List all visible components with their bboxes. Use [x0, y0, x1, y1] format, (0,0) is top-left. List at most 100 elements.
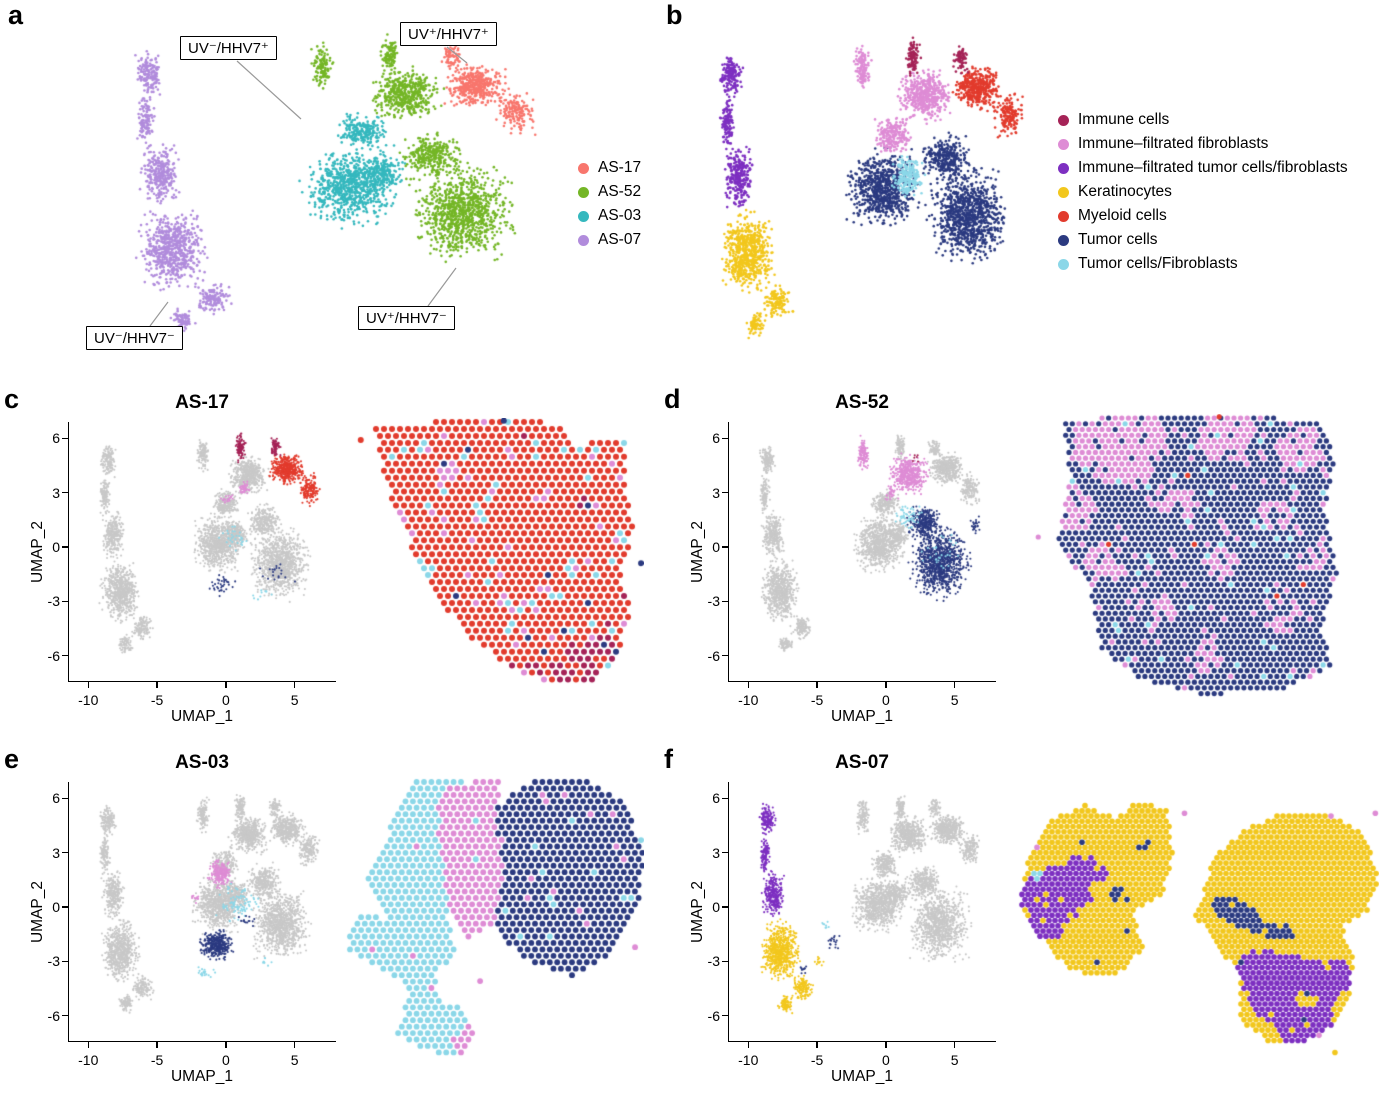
y-tick-label: 0 [712, 538, 720, 555]
legend-samples: AS-17 AS-52 AS-03 AS-07 [578, 156, 641, 252]
legend-label: AS-03 [598, 207, 642, 224]
legend-item: AS-07 [578, 228, 641, 252]
panel-d-letter: d [664, 384, 681, 414]
y-tick-label: 0 [52, 898, 60, 915]
legend-item: Tumor cells [1058, 228, 1348, 252]
y-tick [722, 906, 728, 908]
panel-a-letter: a [8, 0, 24, 30]
y-tick-label: 6 [52, 790, 60, 807]
legend-label: Tumor cells/Fibroblasts [1078, 255, 1238, 272]
legend-dot [1058, 114, 1069, 126]
x-tick-label: 5 [950, 692, 959, 708]
y-tick-label: -6 [47, 647, 60, 664]
legend-dot [578, 210, 589, 222]
y-tick-label: -3 [47, 953, 60, 970]
legend-dot [1058, 258, 1069, 270]
x-tick-label: 5 [290, 1052, 299, 1068]
panel-f-letter: f [664, 744, 673, 774]
umap-canvas-c [69, 422, 337, 682]
callout-uv-pos-hhv7-neg: UV⁺/HHV7⁻ [358, 306, 455, 330]
y-tick [62, 437, 68, 440]
x-tick [293, 682, 296, 688]
y-tick-label: 3 [52, 844, 60, 861]
x-tick-label: -10 [78, 692, 99, 708]
legend-item: Immune–filtrated tumor cells/fibroblasts [1058, 156, 1348, 180]
y-tick-label: -3 [47, 593, 60, 610]
x-tick-label: 0 [221, 692, 230, 708]
x-tick [225, 1042, 227, 1048]
panel-c-xlabel: UMAP_1 [170, 708, 234, 725]
x-tick [747, 682, 750, 688]
y-tick [62, 851, 68, 854]
legend-item: Immune–filtrated fibroblasts [1058, 132, 1348, 156]
y-tick [722, 960, 728, 963]
y-tick [62, 797, 68, 800]
legend-dot [1058, 162, 1069, 174]
y-tick [722, 851, 728, 854]
y-tick [722, 600, 728, 603]
x-tick [293, 1042, 296, 1048]
y-tick-label: 0 [712, 898, 720, 915]
y-tick-label: 6 [712, 430, 720, 447]
spatial-e [346, 778, 644, 1060]
y-tick-label: 3 [712, 844, 720, 861]
umap-plot-e: -10 -5 0 5 -6 -3 0 3 6 [48, 782, 337, 1068]
panel-e-title: AS-03 [175, 752, 229, 773]
y-tick [722, 654, 728, 657]
legend-item: Myeloid cells [1058, 204, 1348, 228]
y-tick [62, 1014, 68, 1017]
x-tick [87, 1042, 90, 1048]
x-tick-label: -10 [738, 1052, 759, 1068]
legend-item: Immune cells [1058, 108, 1348, 132]
x-tick [885, 1042, 887, 1048]
x-tick-label: -5 [810, 692, 824, 708]
y-tick [62, 906, 68, 908]
panel-b-letter: b [666, 0, 683, 30]
legend-item: Tumor cells/Fibroblasts [1058, 252, 1348, 276]
callout-uv-pos-hhv7-pos: UV⁺/HHV7⁺ [400, 22, 497, 46]
callout-uv-neg-hhv7-pos: UV⁻/HHV7⁺ [180, 36, 277, 60]
y-tick-label: 6 [712, 790, 720, 807]
y-tick-label: 3 [52, 484, 60, 501]
x-tick-label: 5 [950, 1052, 959, 1068]
x-tick [953, 682, 956, 688]
legend-label: AS-17 [598, 159, 642, 176]
y-tick [62, 491, 68, 494]
x-tick [156, 1042, 158, 1048]
legend-item: Keratinocytes [1058, 180, 1348, 204]
legend-label: Keratinocytes [1078, 183, 1172, 200]
x-tick-label: 5 [290, 692, 299, 708]
x-tick [885, 682, 887, 688]
y-tick-label: -3 [707, 593, 720, 610]
legend-label: Immune cells [1078, 111, 1170, 128]
y-tick-label: 6 [52, 430, 60, 447]
panel-d-title: AS-52 [835, 392, 889, 413]
legend-celltypes: Immune cells Immune–filtrated fibroblasts… [1058, 108, 1348, 276]
legend-dot [578, 186, 589, 198]
legend-label: Immune–filtrated tumor cells/fibroblasts [1078, 159, 1348, 176]
x-tick-label: 0 [881, 1052, 890, 1068]
y-tick-label: -6 [707, 647, 720, 664]
panel-c-title: AS-17 [175, 392, 229, 413]
x-tick [816, 682, 818, 688]
panel-d-xlabel: UMAP_1 [830, 708, 894, 725]
legend-label: AS-52 [598, 183, 642, 200]
legend-item: AS-17 [578, 156, 641, 180]
y-tick [62, 600, 68, 603]
y-tick [62, 960, 68, 963]
x-tick [87, 682, 90, 688]
spatial-c [352, 418, 644, 692]
umap-plot-f: -10 -5 0 5 -6 -3 0 3 6 [708, 782, 997, 1068]
panel-f-xlabel: UMAP_1 [830, 1068, 894, 1085]
spatial-d [1032, 414, 1344, 700]
legend-dot [1058, 210, 1069, 222]
legend-dot [1058, 138, 1069, 150]
callout-uv-neg-hhv7-neg: UV⁻/HHV7⁻ [86, 326, 183, 350]
y-tick [722, 437, 728, 440]
y-tick [722, 1014, 728, 1017]
x-tick [953, 1042, 956, 1048]
x-tick-label: 0 [221, 1052, 230, 1068]
y-tick-label: 3 [712, 484, 720, 501]
legend-label: Tumor cells [1078, 231, 1158, 248]
